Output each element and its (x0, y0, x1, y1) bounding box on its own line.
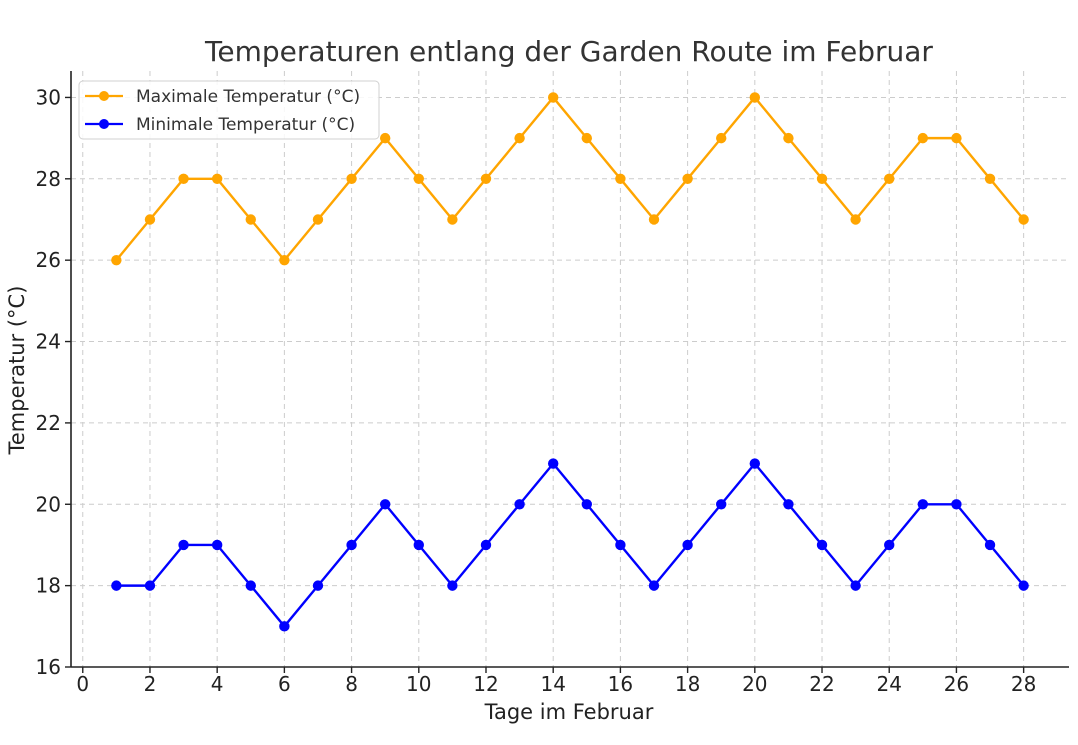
data-point (547, 458, 559, 469)
data-point (716, 499, 727, 510)
data-point (1018, 580, 1029, 591)
legend-marker-min (99, 119, 109, 129)
x-tick-label: 4 (211, 672, 224, 696)
data-point (312, 214, 324, 225)
x-tick-label: 6 (278, 672, 291, 696)
data-point (245, 580, 256, 591)
data-point (144, 580, 156, 591)
tick-labels: 0 2 4 6 8 10 12 14 16 18 20 22 24 26 28161820222426283… (36, 85, 1037, 696)
data-point (346, 173, 357, 185)
x-tick-label: 28 (1011, 672, 1036, 696)
data-point (984, 173, 996, 185)
legend-label-min: Minimale Temperatur (°C) (136, 115, 355, 135)
data-point (447, 580, 458, 591)
chart-title: Temperaturen entlang der Garden Route im… (204, 35, 933, 68)
x-tick-label: 22 (809, 672, 834, 696)
x-tick-label: 14 (540, 672, 565, 696)
x-tick-label: 16 (608, 672, 633, 696)
series-max-temperature (111, 92, 1029, 266)
data-point (749, 458, 761, 469)
data-point (514, 132, 525, 144)
x-tick-label: 10 (406, 672, 431, 696)
x-axis-label: Tage im Februar (484, 700, 654, 724)
y-tick-label: 24 (36, 330, 61, 354)
y-tick-label: 22 (36, 411, 61, 435)
data-point (850, 580, 861, 591)
data-point (783, 132, 794, 144)
legend-box (78, 80, 380, 140)
data-point (413, 173, 424, 185)
data-point (682, 539, 693, 551)
series-min-temperature (111, 458, 1029, 632)
data-point (480, 173, 492, 185)
data-point (648, 214, 660, 225)
y-tick-label: 30 (36, 85, 61, 109)
data-point (749, 92, 761, 103)
data-point (514, 499, 525, 510)
legend-marker-max (99, 91, 109, 101)
data-point (211, 173, 223, 185)
x-tick-label: 0 (76, 672, 89, 696)
data-point (951, 499, 962, 510)
data-point (1018, 214, 1029, 225)
data-point (379, 132, 391, 144)
data-point (178, 173, 189, 185)
data-point (816, 539, 828, 551)
series-line (115, 96, 1025, 262)
grid-lines (71, 71, 1069, 668)
data-point (816, 173, 828, 185)
data-point (279, 621, 290, 632)
data-point (682, 173, 693, 185)
data-point (648, 580, 660, 591)
data-point (245, 214, 256, 225)
y-tick-label: 28 (36, 167, 61, 191)
axes (65, 71, 1069, 673)
data-point (850, 214, 861, 225)
data-point (447, 214, 458, 225)
data-point (279, 254, 290, 266)
data-point (111, 254, 122, 266)
data-point (615, 173, 626, 185)
data-point (346, 539, 357, 551)
x-tick-label: 18 (675, 672, 700, 696)
y-tick-label: 18 (36, 574, 61, 598)
series-layer (111, 92, 1029, 632)
y-tick-label: 26 (36, 248, 61, 272)
series-line (116, 462, 1025, 628)
data-point (884, 539, 895, 551)
data-point (211, 539, 223, 551)
x-tick-label: 24 (876, 672, 901, 696)
x-tick-label: 8 (345, 672, 358, 696)
x-tick-label: 2 (144, 672, 157, 696)
y-tick-label: 16 (36, 655, 61, 679)
legend-label-max: Maximale Temperatur (°C) (136, 87, 360, 107)
data-point (547, 92, 559, 103)
data-point (480, 539, 492, 551)
y-tick-label: 20 (36, 492, 61, 516)
data-point (581, 499, 593, 510)
legend: Maximale Temperatur (°C) Minimale Temper… (78, 80, 380, 140)
data-point (379, 499, 391, 510)
data-point (111, 580, 122, 591)
data-point (615, 539, 626, 551)
data-point (144, 214, 156, 225)
data-point (581, 132, 593, 144)
data-point (917, 499, 929, 510)
data-point (178, 539, 189, 551)
data-point (312, 580, 324, 591)
data-point (984, 539, 996, 551)
data-point (783, 499, 794, 510)
data-point (951, 132, 962, 144)
x-tick-label: 12 (473, 672, 498, 696)
x-tick-label: 26 (944, 672, 969, 696)
data-point (413, 539, 424, 551)
data-point (917, 132, 929, 144)
data-point (884, 173, 895, 185)
data-point (716, 132, 727, 144)
y-axis-label: Temperatur (°C) (5, 286, 29, 456)
x-tick-label: 20 (742, 672, 767, 696)
